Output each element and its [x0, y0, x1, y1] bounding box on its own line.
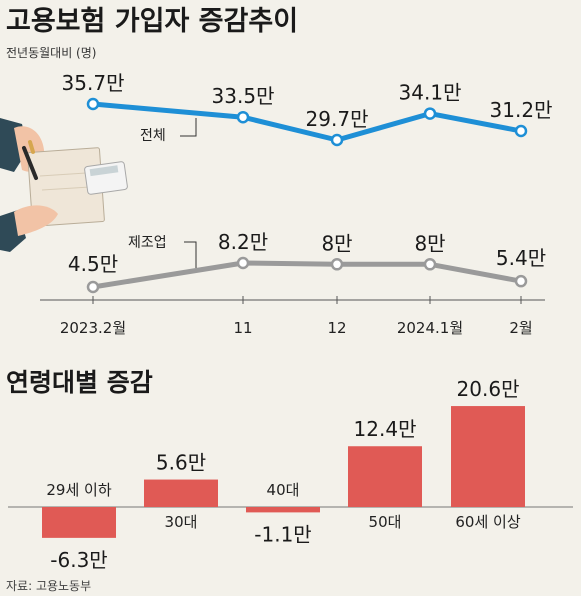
- total-series-point: [86, 97, 100, 111]
- x-tick-label: 2024.1월: [397, 319, 463, 337]
- manufacturing-series-line: [92, 260, 522, 290]
- manufacturing-series-point: [86, 280, 100, 294]
- age-bar: [451, 406, 525, 507]
- manufacturing-series-point: [423, 258, 437, 271]
- manufacturing-series-value-label: 8만: [414, 231, 445, 255]
- bar-category-label: 60세 이상: [455, 513, 520, 531]
- illustration-hands-document: [0, 118, 128, 252]
- total-series-value-label: 34.1만: [399, 81, 462, 105]
- age-bar: [348, 446, 422, 507]
- age-bar: [246, 507, 320, 513]
- total-series-value-label: 33.5만: [212, 84, 275, 108]
- x-tick-label: 2월: [509, 319, 532, 337]
- x-tick-label: 11: [233, 319, 252, 337]
- manufacturing-series-value-label: 8만: [321, 231, 352, 255]
- x-tick-label: 12: [327, 319, 346, 337]
- bar-value-label: -1.1만: [254, 522, 311, 546]
- bar-category-label: 30대: [165, 513, 198, 531]
- x-tick-label: 2023.2월: [60, 319, 126, 337]
- total-series-point: [236, 110, 250, 124]
- bar-category-label: 29세 이하: [46, 481, 111, 499]
- manufacturing-series-value-label: 4.5만: [68, 252, 118, 276]
- bar-value-label: 5.6만: [156, 451, 206, 475]
- manufacturing-series-value-label: 5.4만: [496, 246, 546, 270]
- bar-chart-title: 연령대별 증감: [6, 368, 153, 397]
- source-note: 자료: 고용노동부: [6, 579, 91, 593]
- total-series-value-label: 35.7만: [62, 71, 125, 95]
- bar-category-label: 40대: [267, 481, 300, 499]
- bar-value-label: -6.3만: [50, 548, 107, 572]
- bar-category-label: 50대: [369, 513, 402, 531]
- bar-value-label: 12.4만: [354, 417, 417, 441]
- age-bar: [42, 507, 116, 538]
- manufacturing-series-point: [514, 274, 528, 288]
- line-chart-subtitle: 전년동월대비 (명): [6, 46, 96, 60]
- total-series-point: [514, 124, 528, 138]
- total-series-point: [330, 133, 344, 147]
- manufacturing-series-value-label: 8.2만: [218, 230, 268, 254]
- age-bar: [144, 479, 218, 507]
- bar-value-label: 20.6만: [457, 377, 520, 401]
- total-series-name: 전체: [140, 128, 166, 144]
- total-series-value-label: 31.2만: [490, 98, 553, 122]
- manufacturing-series-point: [330, 258, 344, 271]
- manufacturing-series-point: [236, 256, 250, 270]
- manufacturing-series-name: 제조업: [128, 235, 167, 251]
- line-chart-title: 고용보험 가입자 증감추이: [6, 6, 298, 37]
- line-chart-axis: [40, 296, 545, 304]
- total-series-value-label: 29.7만: [306, 107, 369, 131]
- total-series-point: [423, 107, 437, 120]
